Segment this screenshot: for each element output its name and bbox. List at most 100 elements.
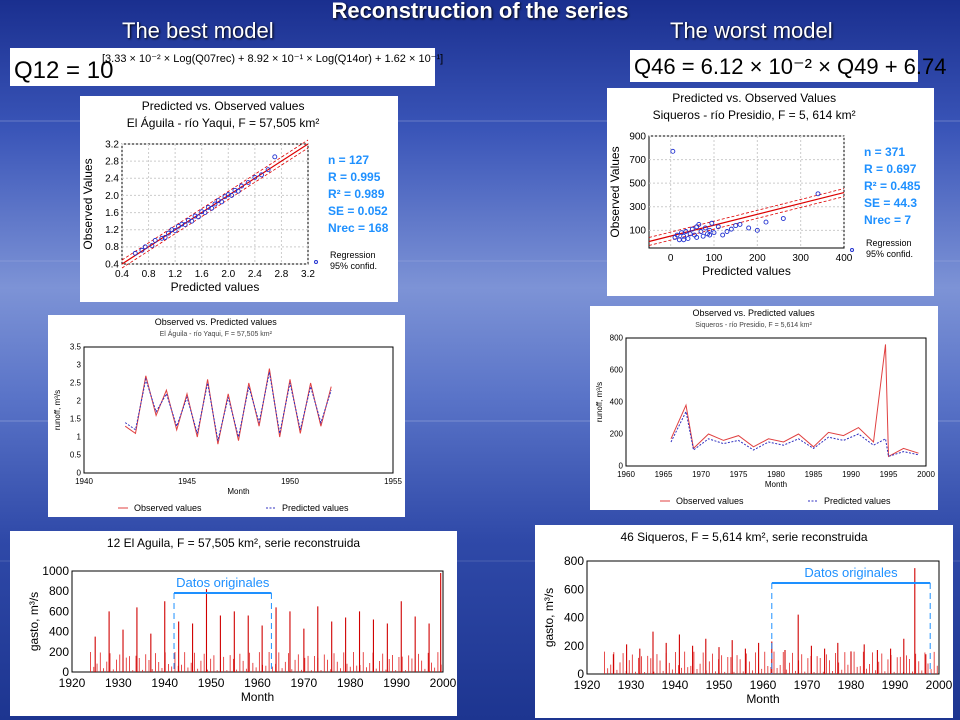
- data-point: [683, 229, 689, 234]
- legend-entry: Observed values: [676, 496, 744, 506]
- data-point: [681, 237, 687, 243]
- data-point: [159, 235, 165, 241]
- data-point: [754, 227, 760, 233]
- x-tick-label: 1965: [655, 470, 673, 479]
- x-tick-label: 1980: [838, 678, 865, 692]
- y-tick-label: 700: [629, 155, 646, 166]
- y-tick-label: 2.8: [105, 156, 119, 167]
- data-point: [205, 204, 211, 210]
- data-point: [715, 224, 721, 230]
- confidence-band: [648, 196, 845, 246]
- y-tick-label: 0.8: [105, 242, 119, 253]
- x-tick-label: 1990: [882, 678, 909, 692]
- y-axis-label: gasto, m³/s: [27, 592, 41, 651]
- data-point: [259, 172, 264, 178]
- y-tick-label: 300: [629, 202, 646, 213]
- panel-recon-worst: 46 Siqueros, F = 5,614 km², serie recons…: [535, 525, 953, 718]
- stat-label: Nrec = 7: [864, 213, 911, 227]
- y-tick-label: 3.2: [105, 139, 119, 150]
- y-tick-label: 0: [77, 469, 82, 478]
- y-tick-label: 0: [619, 462, 624, 471]
- stat-label: n = 127: [328, 153, 369, 167]
- data-point: [176, 223, 181, 229]
- chart-ts-best: Observed vs. Predicted values El Águila -…: [53, 317, 402, 513]
- data-point: [132, 250, 138, 256]
- x-tick-label: 1960: [244, 676, 271, 690]
- observed-series: [670, 344, 919, 458]
- data-point: [698, 229, 704, 234]
- chart-recon-worst: 46 Siqueros, F = 5,614 km², serie recons…: [542, 530, 953, 706]
- legend-entry: Regression: [866, 238, 912, 248]
- data-point: [239, 183, 245, 189]
- data-point: [711, 230, 717, 236]
- stat-label: Nrec = 168: [328, 221, 389, 235]
- stat-label: R = 0.995: [328, 170, 381, 184]
- reconstructed-series-fill: [604, 651, 938, 674]
- data-point: [700, 233, 706, 239]
- confidence-band: [121, 139, 309, 261]
- best-equation: Q12 = 10 [3.33 × 10⁻² × Log(Q07rec) + 8.…: [10, 48, 443, 86]
- x-tick-label: 1980: [767, 470, 785, 479]
- stat-label: n = 371: [864, 145, 905, 159]
- x-axis-label: Predicted values: [171, 280, 260, 294]
- y-tick-label: 1.2: [105, 225, 119, 236]
- y-tick-label: 3: [77, 361, 82, 370]
- x-axis-label: Predicted values: [702, 264, 791, 278]
- worst-equation: Q46 = 6.12 × 10⁻² × Q49 + 6.74: [630, 50, 947, 82]
- data-point: [674, 232, 680, 238]
- x-tick-label: 1940: [151, 676, 178, 690]
- data-point: [681, 233, 687, 239]
- y-tick-label: 1: [77, 433, 82, 442]
- original-data-label: Datos originales: [804, 565, 898, 580]
- x-tick-label: 1970: [291, 676, 318, 690]
- data-point: [746, 225, 752, 231]
- y-tick-label: 200: [610, 430, 624, 439]
- data-point: [225, 192, 231, 198]
- predicted-series: [670, 410, 919, 458]
- slide-title: Reconstruction of the series: [331, 0, 629, 23]
- regression-line: [648, 192, 845, 243]
- x-tick-label: 1960: [617, 470, 635, 479]
- data-point: [763, 219, 769, 225]
- chart-scatter-best: Predicted vs. Observed values El Águila -…: [81, 99, 389, 294]
- x-tick-label: 200: [749, 253, 766, 264]
- data-point: [780, 216, 786, 221]
- y-tick-label: 400: [49, 625, 69, 639]
- y-axis-label: runoff, m³/s: [53, 390, 62, 430]
- worst-equation-text: Q46 = 6.12 × 10⁻² × Q49 + 6.74: [634, 54, 947, 79]
- x-tick-label: 1990: [842, 470, 860, 479]
- y-tick-label: 800: [49, 584, 69, 598]
- data-point: [149, 243, 155, 249]
- plot-frame: [83, 346, 394, 474]
- stat-label: R = 0.697: [864, 162, 917, 176]
- data-point: [202, 210, 208, 216]
- x-tick-label: 2.8: [274, 269, 288, 280]
- data-point: [139, 247, 145, 253]
- x-tick-label: 2.0: [221, 269, 235, 280]
- data-point: [737, 221, 743, 227]
- data-point: [694, 224, 700, 230]
- y-axis-label: gasto, m³/s: [542, 588, 556, 647]
- data-point: [728, 226, 734, 232]
- y-tick-label: 200: [564, 639, 584, 653]
- y-axis-label: Observed Values: [81, 158, 95, 249]
- y-tick-label: 400: [610, 398, 624, 407]
- data-point: [189, 218, 195, 224]
- y-tick-label: 600: [564, 582, 584, 596]
- data-point: [199, 209, 205, 215]
- chart-title: Observed vs. Predicted values: [155, 317, 278, 327]
- data-point: [252, 174, 258, 180]
- best-equation-exponent: [3.33 × 10⁻² × Log(Q07rec) + 8.92 × 10⁻¹…: [102, 53, 444, 65]
- data-point: [687, 231, 693, 237]
- data-point: [235, 188, 241, 194]
- chart-subtitle: Siqueros - río Presidio, F = 5,614 km²: [695, 322, 812, 329]
- x-tick-label: 1955: [384, 477, 402, 486]
- data-point: [185, 217, 191, 223]
- y-tick-label: 600: [49, 604, 69, 618]
- y-tick-label: 0.4: [105, 259, 119, 270]
- data-point: [219, 199, 225, 205]
- data-point: [209, 205, 215, 211]
- x-tick-label: 1.6: [195, 269, 209, 280]
- data-point: [265, 167, 271, 173]
- plot-frame: [625, 337, 927, 467]
